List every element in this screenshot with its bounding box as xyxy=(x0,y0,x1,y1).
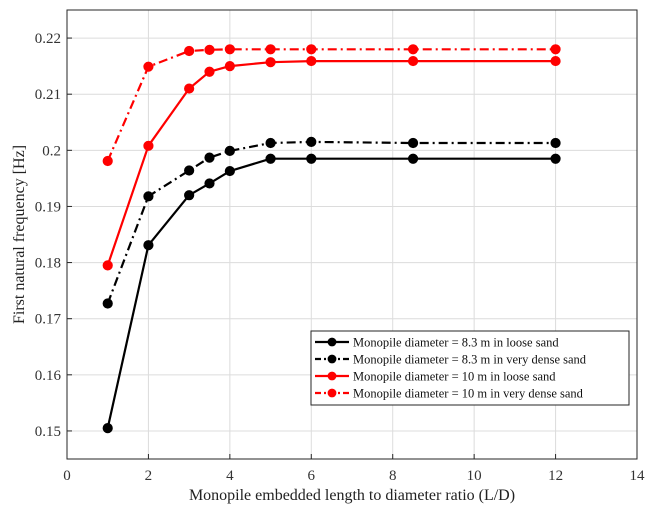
y-tick-label: 0.15 xyxy=(35,424,61,440)
data-point xyxy=(184,83,195,94)
data-point xyxy=(265,57,276,68)
legend-label: Monopile diameter = 10 m in very dense s… xyxy=(353,387,584,401)
legend-box xyxy=(310,330,630,406)
data-point xyxy=(204,66,215,77)
legend-marker xyxy=(327,371,337,381)
series-1 xyxy=(102,153,561,434)
x-tick-label: 14 xyxy=(630,468,646,484)
legend-item: Monopile diameter = 10 m in loose sand xyxy=(315,370,556,384)
data-point xyxy=(224,165,235,177)
y-tick-label: 0.19 xyxy=(35,199,61,215)
data-point xyxy=(550,44,561,55)
series-layer xyxy=(102,44,561,434)
data-point xyxy=(184,190,195,201)
y-tick-label: 0.18 xyxy=(35,256,61,272)
data-point xyxy=(550,137,561,149)
data-point xyxy=(102,155,113,167)
series-2 xyxy=(102,136,561,309)
legend-marker xyxy=(327,337,337,347)
x-tick-label: 8 xyxy=(389,468,397,484)
y-tick-label: 0.22 xyxy=(35,31,61,47)
data-point xyxy=(224,44,235,55)
data-point xyxy=(224,145,235,156)
data-point xyxy=(407,137,419,149)
data-point xyxy=(265,153,276,164)
series-4 xyxy=(102,44,561,167)
data-point xyxy=(204,44,215,55)
x-tick-label: 12 xyxy=(548,468,563,484)
x-tick-label: 6 xyxy=(308,468,316,484)
data-point xyxy=(550,153,561,164)
x-tick-label: 2 xyxy=(145,468,153,484)
legend-label: Monopile diameter = 8.3 m in loose sand xyxy=(353,336,559,350)
grid xyxy=(66,10,638,459)
data-point xyxy=(184,45,195,57)
data-point xyxy=(265,137,276,149)
data-point xyxy=(407,44,419,55)
legend-label: Monopile diameter = 8.3 m in very dense … xyxy=(353,353,587,367)
legend-marker xyxy=(327,354,337,364)
legend: Monopile diameter = 8.3 m in loose sand M… xyxy=(310,330,630,406)
data-point xyxy=(204,178,215,189)
data-point xyxy=(306,136,317,147)
data-point xyxy=(102,298,113,309)
legend-item: Monopile diameter = 10 m in very dense s… xyxy=(315,387,584,401)
legend-item: Monopile diameter = 8.3 m in very dense … xyxy=(315,353,587,367)
x-tick-label: 0 xyxy=(63,468,71,484)
x-tick-label: 10 xyxy=(467,468,482,484)
data-point xyxy=(143,61,154,72)
y-tick-label: 0.21 xyxy=(35,87,61,103)
data-point xyxy=(102,260,113,271)
legend-item: Monopile diameter = 8.3 m in loose sand xyxy=(315,336,559,350)
data-point xyxy=(143,240,154,251)
data-point xyxy=(184,165,195,176)
data-point xyxy=(306,55,317,67)
data-point xyxy=(224,61,235,72)
data-point xyxy=(407,55,419,67)
x-tick-label: 4 xyxy=(226,468,234,484)
tick-labels: 0 2 4 6 8 10 12 14 0.15 0.16 0.17 0.18 0.19 0.2 0.21 0.… xyxy=(35,31,645,484)
series-line xyxy=(106,48,556,162)
y-tick-label: 0.16 xyxy=(35,368,62,384)
y-tick-label: 0.17 xyxy=(35,312,62,328)
legend-marker xyxy=(327,388,337,398)
x-axis-label: Monopile embedded length to diameter rat… xyxy=(189,487,515,504)
series-3 xyxy=(102,55,561,271)
plot-frame xyxy=(66,9,638,460)
y-axis-label: First natural frequency [Hz] xyxy=(11,145,28,324)
data-point xyxy=(102,423,113,434)
legend-label: Monopile diameter = 10 m in loose sand xyxy=(353,370,556,384)
data-point xyxy=(550,55,561,67)
data-point xyxy=(306,44,317,55)
y-tick-label: 0.2 xyxy=(42,143,61,159)
data-point xyxy=(204,152,215,163)
data-point xyxy=(143,191,154,202)
data-point xyxy=(265,44,276,55)
data-point xyxy=(407,153,419,164)
data-point xyxy=(143,140,154,151)
data-point xyxy=(306,153,317,164)
